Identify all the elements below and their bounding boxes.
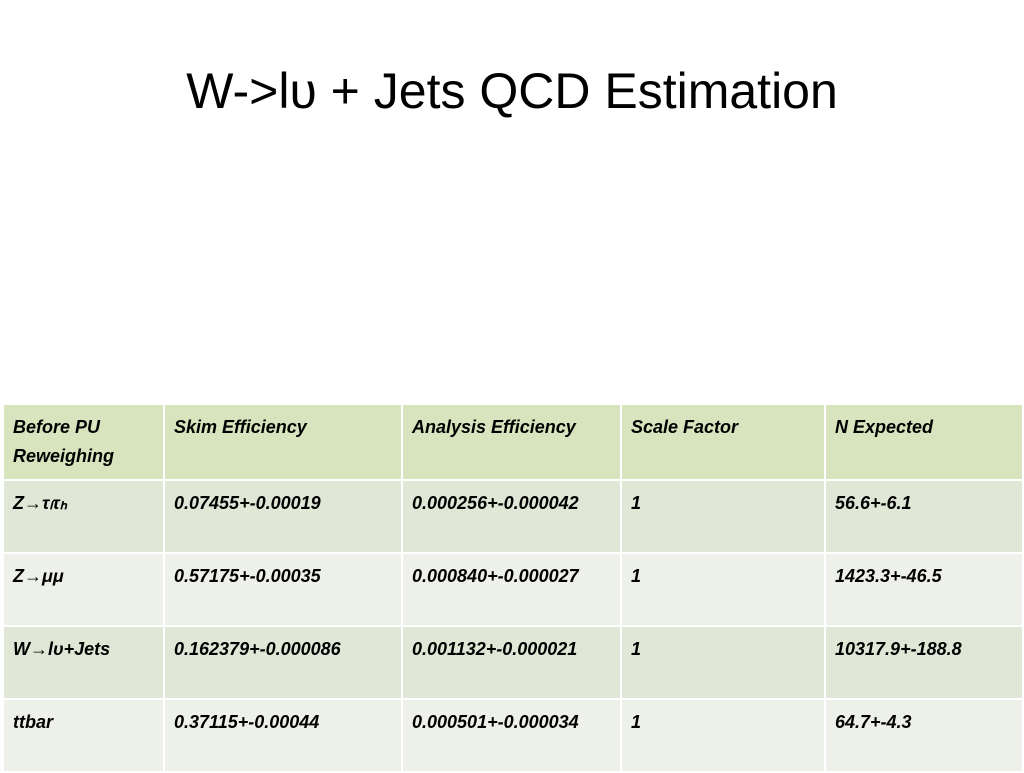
table-row: Z→μμ 0.57175+-0.00035 0.000840+-0.000027 1 1…	[2, 552, 1024, 627]
process-cell: Z→μμ	[2, 552, 165, 627]
value-cell: 1	[620, 552, 826, 627]
value-cell: 0.57175+-0.00035	[163, 552, 403, 627]
table-body: Z→τₗτₕ 0.07455+-0.00019 0.000256+-0.000042…	[2, 479, 1024, 773]
value-cell: 1	[620, 698, 826, 773]
header-cell: Analysis Efficiency	[401, 403, 622, 481]
value-cell: 0.000501+-0.000034	[401, 698, 622, 773]
value-cell: 0.000256+-0.000042	[401, 479, 622, 554]
header-cell: Before PU Reweighing	[2, 403, 165, 481]
value-cell: 0.37115+-0.00044	[163, 698, 403, 773]
table-row: ttbar 0.37115+-0.00044 0.000501+-0.000034 1…	[2, 698, 1024, 773]
value-cell: 1	[620, 479, 826, 554]
process-cell: Z→τₗτₕ	[2, 479, 165, 554]
slide-title: W->lυ + Jets QCD Estimation	[186, 63, 838, 119]
header-row: Before PU Reweighing Skim Efficiency Analy…	[2, 403, 1024, 481]
header-cell: Skim Efficiency	[163, 403, 403, 481]
process-cell: W→lυ+Jets	[2, 625, 165, 700]
value-cell: 0.07455+-0.00019	[163, 479, 403, 554]
header-cell: Scale Factor	[620, 403, 826, 481]
results-table: Before PU Reweighing Skim Efficiency Analy…	[2, 403, 1024, 773]
header-cell: N Expected	[824, 403, 1024, 481]
value-cell: 1	[620, 625, 826, 700]
value-cell: 64.7+-4.3	[824, 698, 1024, 773]
value-cell: 0.000840+-0.000027	[401, 552, 622, 627]
value-cell: 0.001132+-0.000021	[401, 625, 622, 700]
value-cell: 1423.3+-46.5	[824, 552, 1024, 627]
table-row: Z→τₗτₕ 0.07455+-0.00019 0.000256+-0.000042…	[2, 479, 1024, 554]
value-cell: 10317.9+-188.8	[824, 625, 1024, 700]
table-row: W→lυ+Jets 0.162379+-0.000086 0.001132+-0.0…	[2, 625, 1024, 700]
process-cell: ttbar	[2, 698, 165, 773]
value-cell: 0.162379+-0.000086	[163, 625, 403, 700]
value-cell: 56.6+-6.1	[824, 479, 1024, 554]
